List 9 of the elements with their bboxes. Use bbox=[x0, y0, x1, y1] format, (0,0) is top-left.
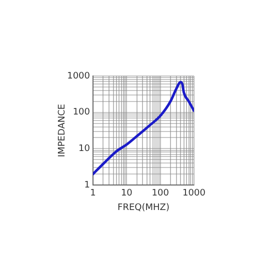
y-tick-label: 1000 bbox=[67, 71, 90, 82]
y-tick-label: 100 bbox=[72, 108, 90, 118]
x-axis-title: FREQ(MHZ) bbox=[118, 202, 170, 213]
x-tick-label: 100 bbox=[152, 188, 170, 199]
x-tick-label: 1000 bbox=[182, 188, 206, 199]
y-tick-label: 1 bbox=[84, 180, 90, 190]
x-tick-label: 10 bbox=[120, 188, 133, 199]
y-tick-label: 10 bbox=[78, 144, 90, 154]
y-axis-title: IMPEDANCE bbox=[58, 104, 68, 158]
